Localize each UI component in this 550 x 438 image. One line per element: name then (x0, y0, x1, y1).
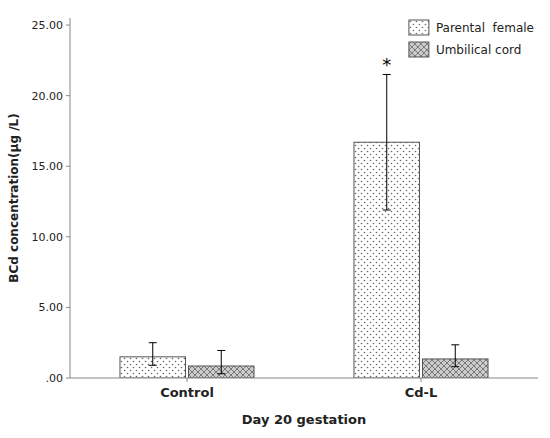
y-tick-label: 5.00 (39, 301, 64, 314)
y-tick (66, 25, 70, 26)
error-bar (149, 343, 157, 366)
y-axis (70, 18, 71, 378)
x-tick-label: Control (160, 385, 214, 400)
x-axis (70, 378, 538, 379)
y-tick-label: 25.00 (32, 19, 64, 32)
y-axis-label: BCd concentration(μg /L) (7, 113, 21, 282)
legend-label: Parental female (436, 21, 534, 35)
annotation: * (382, 54, 391, 75)
x-tick (187, 378, 188, 382)
y-tick-label: 15.00 (32, 160, 64, 173)
legend-swatch (409, 20, 429, 35)
y-tick-label: 10.00 (32, 231, 64, 244)
y-tick-label: .00 (46, 372, 64, 385)
plot-area (120, 74, 488, 378)
error-bar (217, 350, 225, 373)
error-bar (383, 74, 391, 210)
y-tick (66, 378, 70, 379)
x-tick (421, 378, 422, 382)
y-tick (66, 236, 70, 237)
y-tick (66, 166, 70, 167)
x-axis-label: Day 20 gestation (242, 412, 366, 427)
error-bar (451, 345, 459, 367)
x-tick-label: Cd-L (405, 385, 438, 400)
legend: Parental female Umbilical cord (409, 20, 534, 57)
legend-swatch (409, 42, 429, 57)
y-tick (66, 307, 70, 308)
y-tick-label: 20.00 (32, 90, 64, 103)
chart: .00 5.00 10.00 15.00 20.00 25.00 Control Cd-L Da… (0, 0, 550, 438)
legend-label: Umbilical cord (436, 43, 521, 57)
y-tick (66, 95, 70, 96)
